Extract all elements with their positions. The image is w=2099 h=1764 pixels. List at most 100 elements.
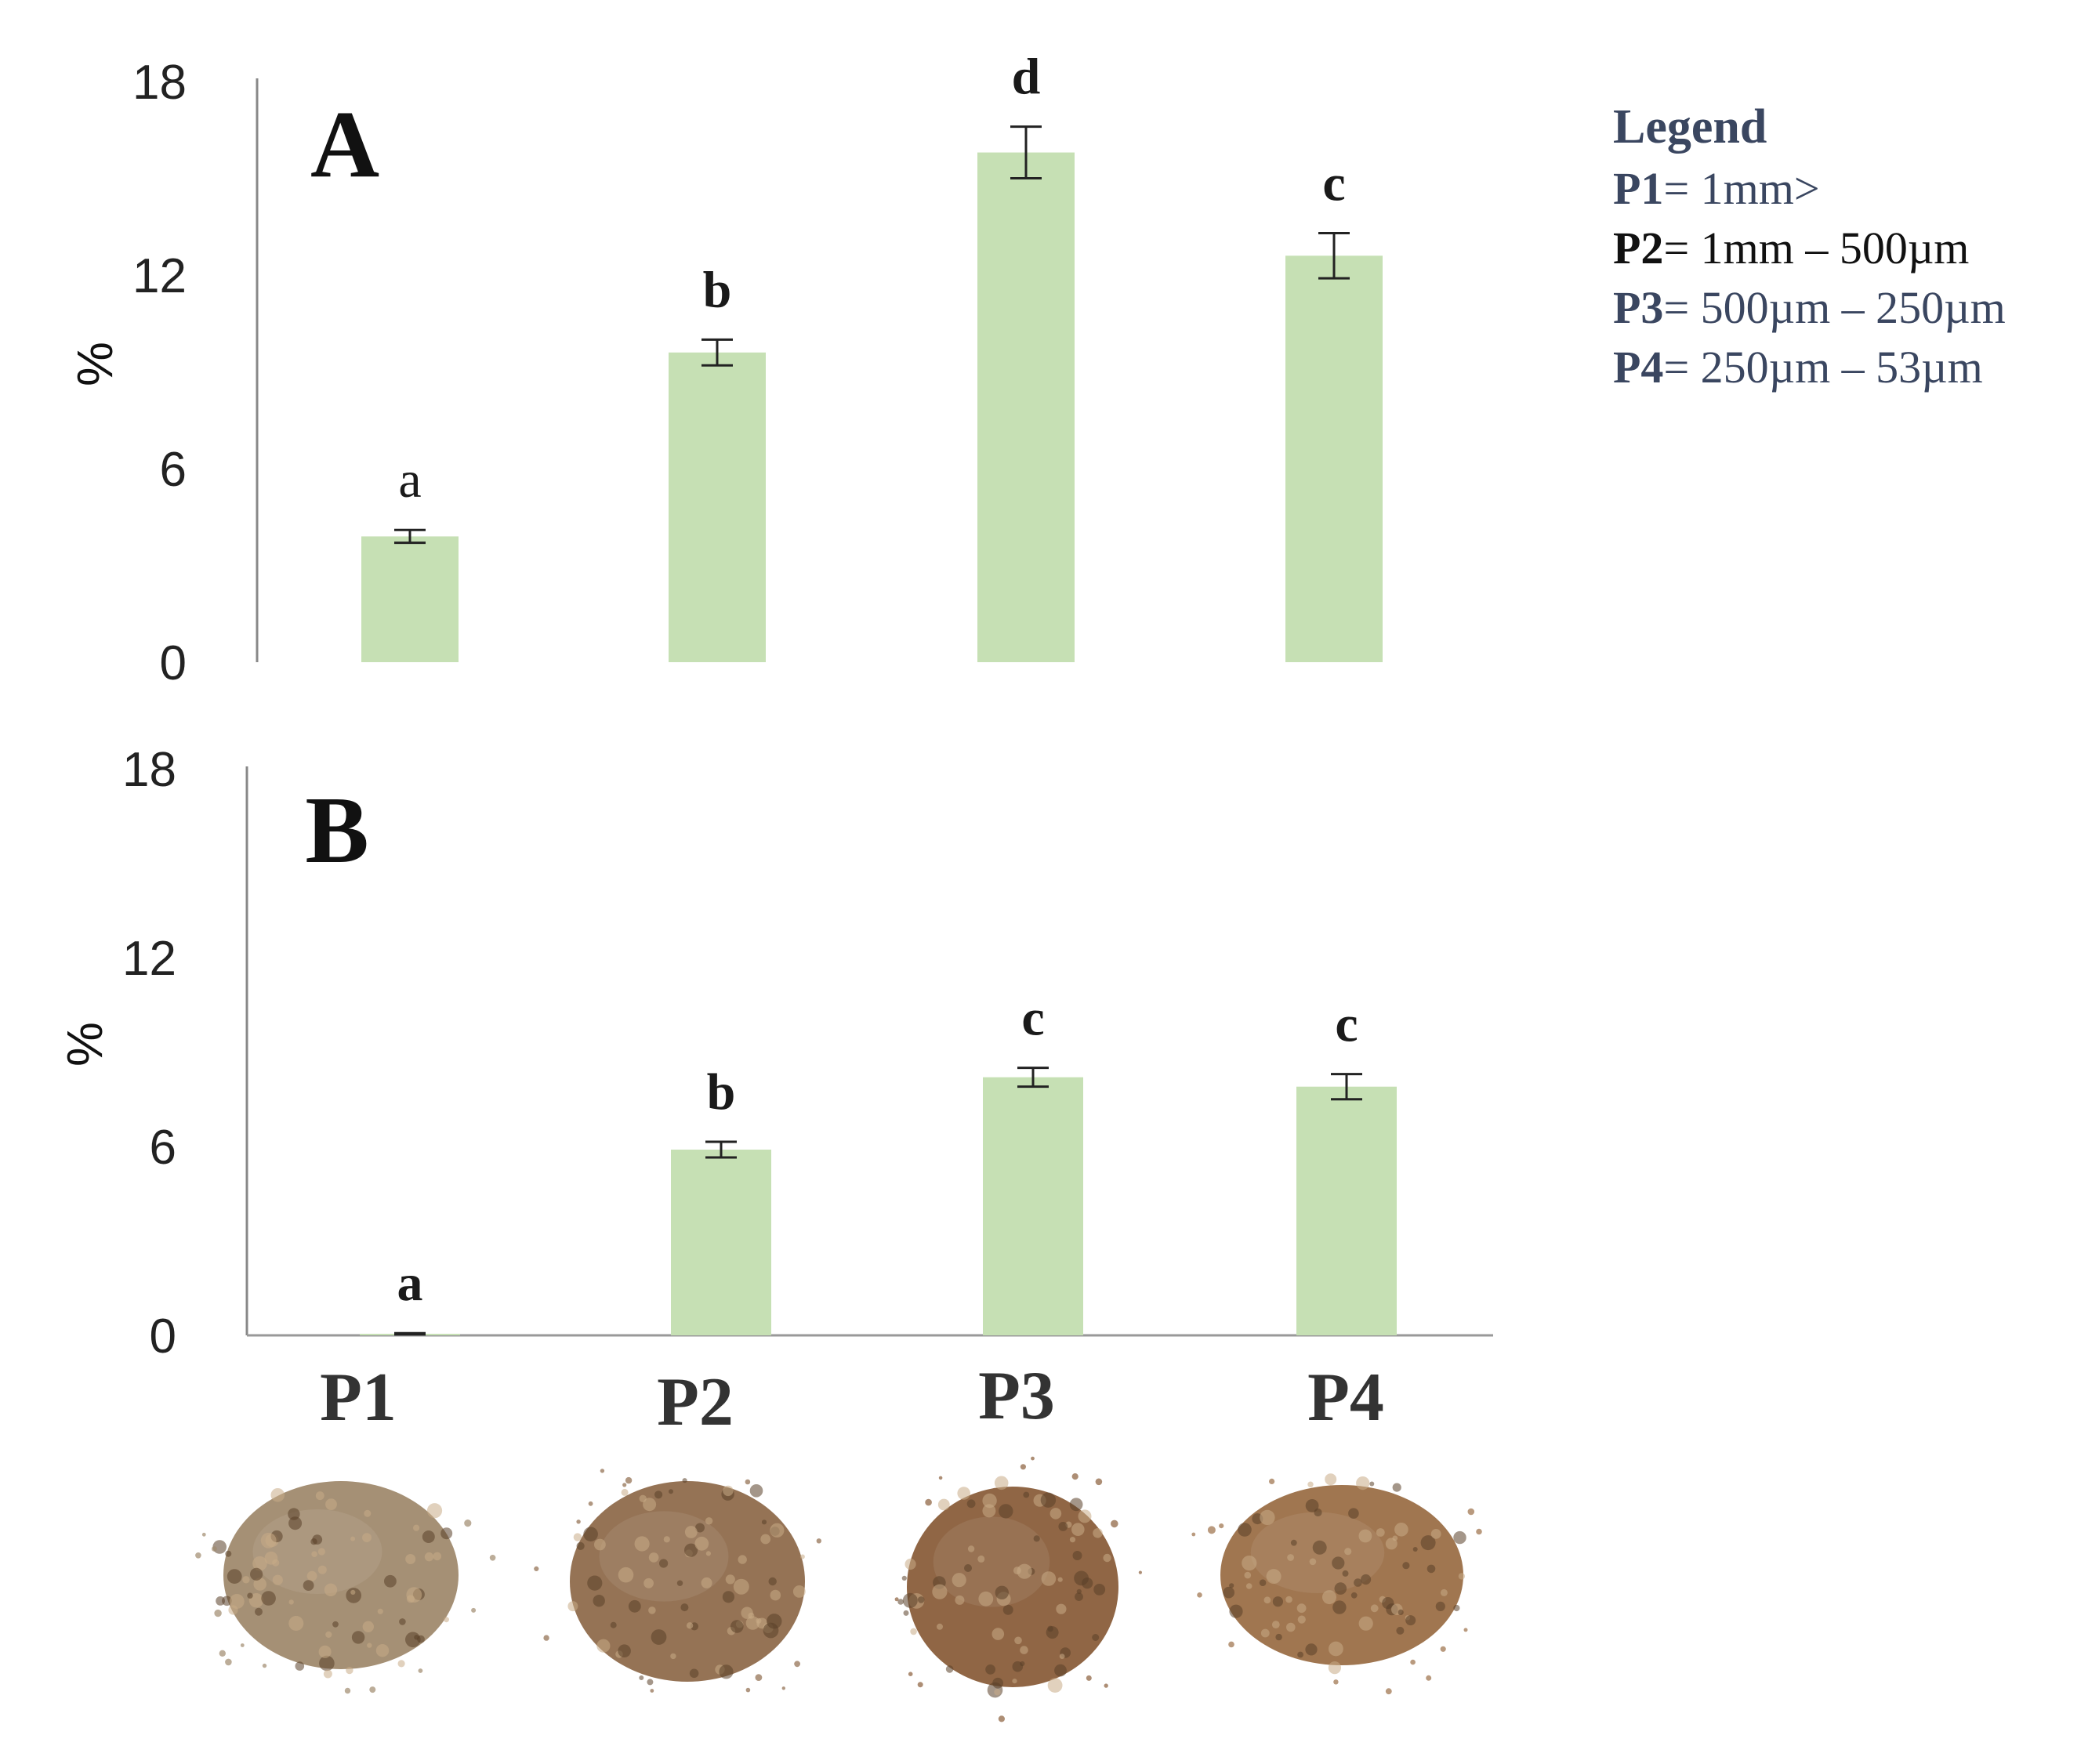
soil-speck [925, 1498, 932, 1506]
soil-grain [1342, 1570, 1349, 1577]
soil-grain [1229, 1583, 1234, 1588]
soil-grain [440, 1527, 453, 1540]
soil-grain [654, 1491, 663, 1499]
soil-grain [1271, 1621, 1280, 1629]
soil-grain [1305, 1643, 1318, 1656]
soil-grain [1328, 1661, 1341, 1675]
soil-grain [628, 1599, 641, 1613]
soil-speck [543, 1635, 549, 1641]
soil-speck [1333, 1679, 1339, 1685]
soil-grain [730, 1620, 744, 1633]
soil-grain [610, 1621, 617, 1628]
y-tick-label-b-0: 0 [150, 1309, 176, 1364]
soil-grain [1354, 1578, 1362, 1587]
soil-grain [317, 1548, 325, 1556]
soil-grain [694, 1536, 709, 1551]
soil-grain [1238, 1523, 1252, 1537]
significance-letter-a-p3: d [1012, 49, 1041, 106]
soil-grain [1244, 1571, 1252, 1579]
category-label-p1: P1 [320, 1360, 397, 1436]
soil-grain [1002, 1604, 1013, 1615]
soil-sample-p4 [1191, 1473, 1482, 1695]
soil-grain [375, 1644, 390, 1657]
soil-grain [1078, 1509, 1092, 1523]
soil-grain [288, 1616, 304, 1631]
soil-grain [651, 1629, 667, 1645]
soil-grain [770, 1523, 785, 1538]
soil-grain [1440, 1588, 1448, 1596]
soil-speck [471, 1607, 477, 1613]
y-tick-label-b-3: 18 [122, 743, 176, 797]
bar-b-p3 [983, 1077, 1083, 1335]
y-tick-label-b-1: 6 [150, 1121, 176, 1175]
soil-grain [1305, 1499, 1319, 1512]
soil-grain [377, 1608, 383, 1614]
soil-grain [405, 1554, 416, 1564]
soil-speck [369, 1686, 376, 1693]
soil-grain [1430, 1529, 1441, 1539]
soil-grain [995, 1585, 1010, 1600]
bar-a-p1 [361, 536, 459, 662]
soil-grain [994, 1689, 1001, 1696]
legend-key-p3: P3 [1613, 282, 1663, 333]
soil-grain [270, 1488, 285, 1502]
soil-sample-images [195, 1456, 1482, 1722]
legend-key-p4: P4 [1613, 342, 1663, 393]
soil-grain [701, 1577, 712, 1588]
soil-speck [1219, 1523, 1224, 1529]
soil-highlight-p3 [933, 1516, 1050, 1607]
soil-grain [1020, 1661, 1025, 1667]
soil-highlight-p2 [599, 1511, 729, 1602]
soil-grain [689, 1668, 699, 1679]
soil-grain [422, 1530, 435, 1543]
soil-grain [659, 1559, 669, 1568]
soil-grain [1312, 1540, 1327, 1555]
significance-letter-b-p4: c [1335, 996, 1358, 1053]
soil-grain [910, 1628, 917, 1635]
soil-grain [1329, 1641, 1343, 1657]
soil-speck [1385, 1688, 1392, 1695]
soil-pile-p3 [907, 1487, 1118, 1687]
soil-speck [1111, 1520, 1118, 1528]
soil-grain [332, 1621, 339, 1628]
soil-speck [576, 1520, 581, 1524]
soil-grain [705, 1551, 712, 1556]
soil-grain [1071, 1523, 1085, 1536]
soil-grain [621, 1488, 629, 1496]
soil-grain [306, 1570, 317, 1581]
soil-grain [310, 1538, 317, 1545]
soil-grain [295, 1661, 305, 1671]
soil-speck [650, 1689, 654, 1693]
soil-speck [588, 1501, 593, 1506]
category-label-p3: P3 [978, 1358, 1055, 1434]
soil-grain [325, 1498, 337, 1510]
soil-grain [1259, 1579, 1267, 1586]
soil-grain [1405, 1615, 1416, 1626]
soil-grain [399, 1618, 406, 1625]
soil-grain [937, 1498, 950, 1511]
y-tick-label-a-2: 12 [132, 249, 187, 303]
soil-grain [1072, 1551, 1082, 1560]
soil-speck [816, 1538, 822, 1544]
soil-grain [1309, 1558, 1317, 1566]
soil-speck [1031, 1456, 1035, 1461]
soil-speck [755, 1674, 763, 1682]
soil-grain [902, 1592, 918, 1608]
soil-grain [364, 1509, 372, 1517]
soil-grain [977, 1555, 985, 1563]
panel-label-b: B [305, 777, 368, 883]
soil-grain [985, 1664, 995, 1675]
soil-grain [952, 1573, 966, 1588]
soil-grain [1260, 1509, 1275, 1526]
soil-grain [261, 1591, 276, 1606]
soil-speck [214, 1609, 222, 1617]
soil-grain [1344, 1548, 1352, 1556]
soil-grain [643, 1498, 657, 1512]
soil-grain [991, 1628, 1005, 1640]
soil-grain [1275, 1633, 1282, 1641]
soil-grain [1056, 1603, 1067, 1614]
soil-grain [763, 1622, 779, 1639]
soil-grain [945, 1665, 954, 1673]
soil-grain [426, 1503, 443, 1519]
soil-grain [1059, 1654, 1065, 1660]
